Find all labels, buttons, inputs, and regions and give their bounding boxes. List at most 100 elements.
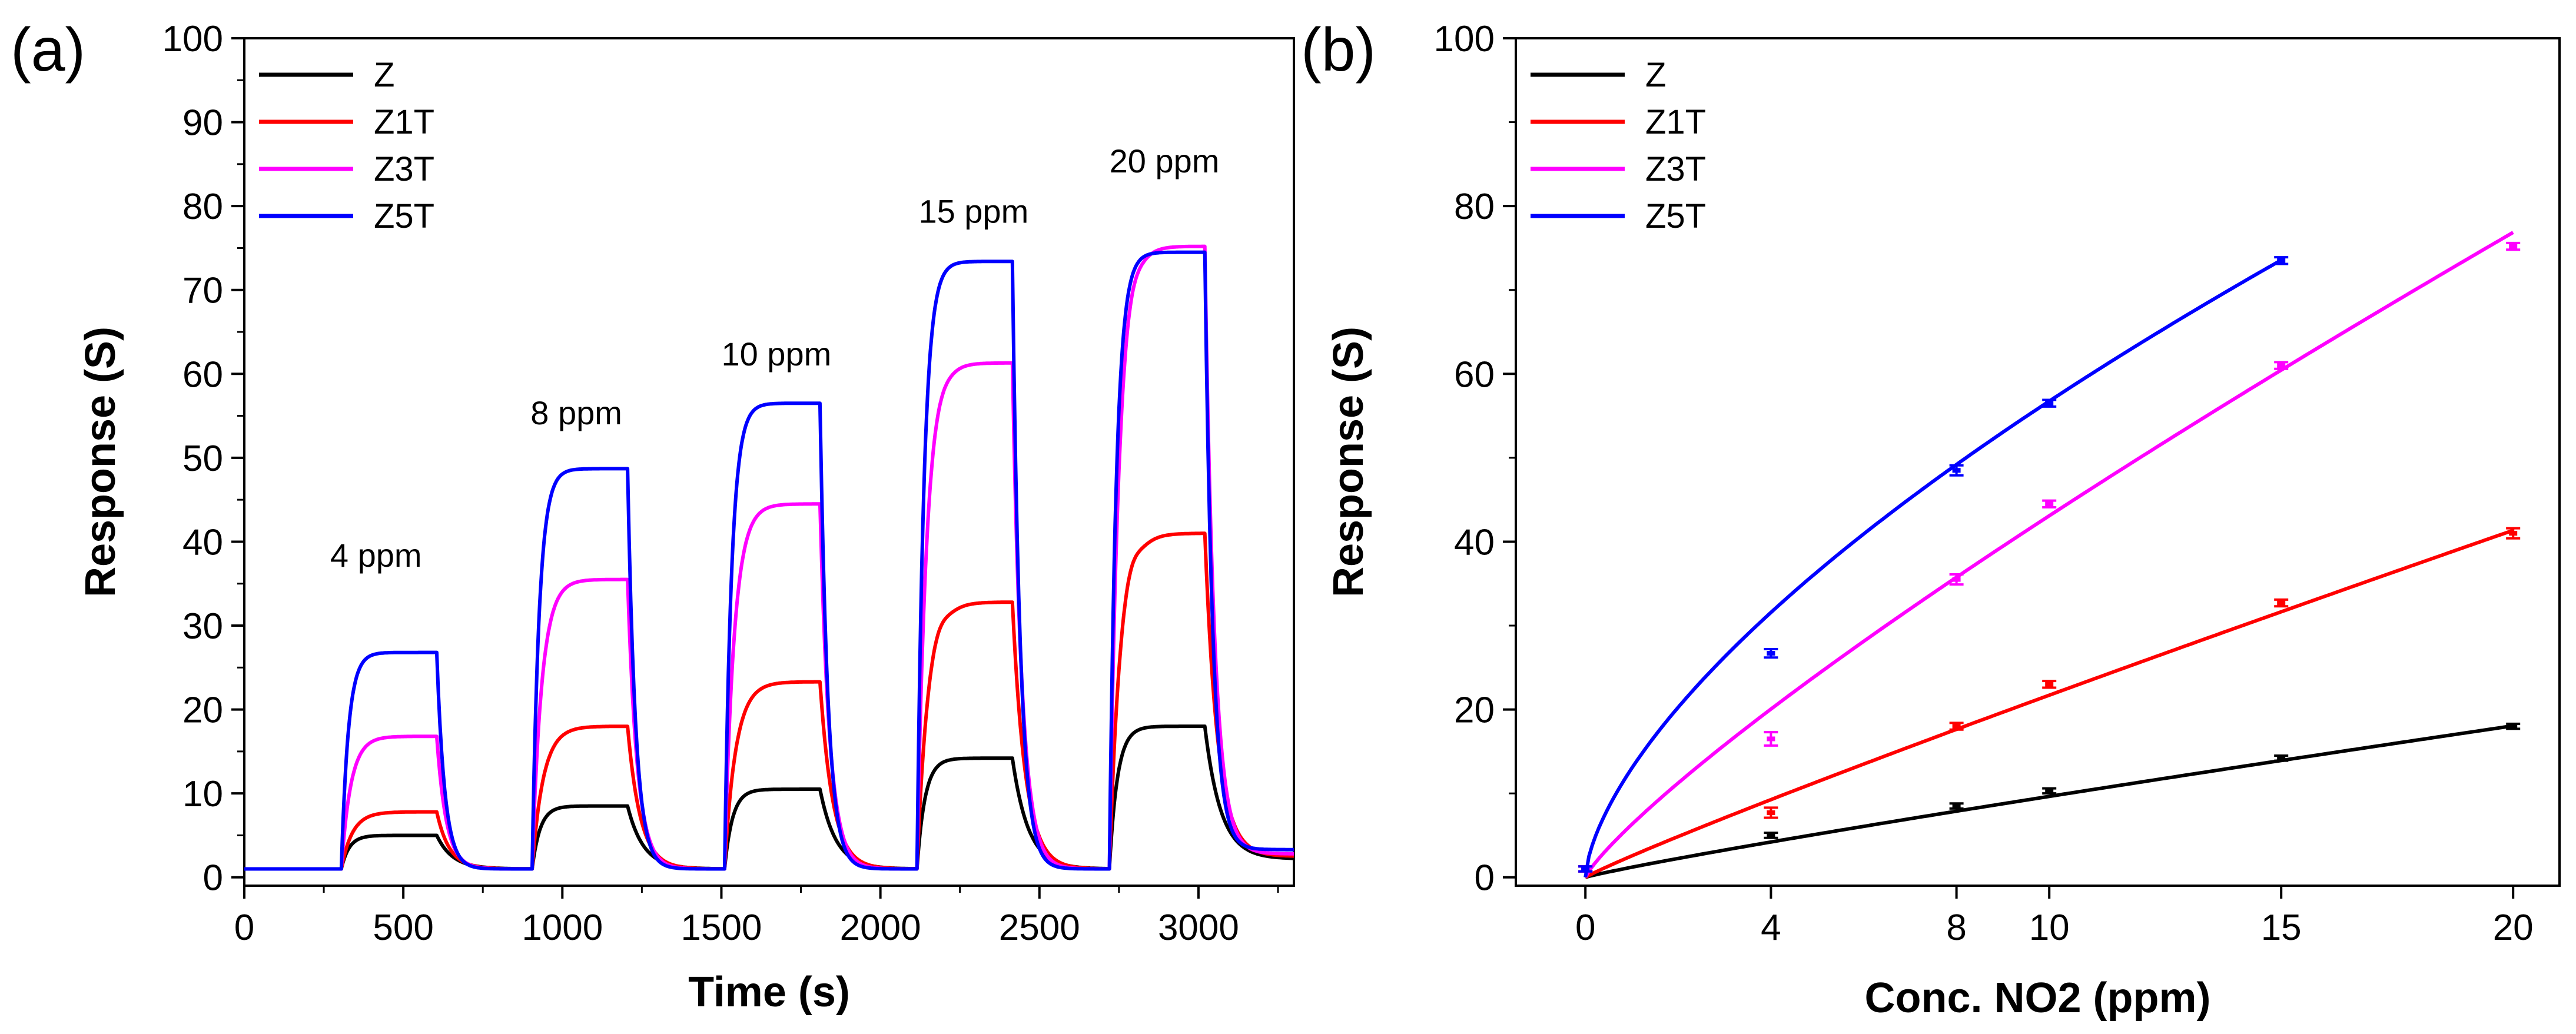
b-data-point-z5t [1949, 464, 1964, 477]
b-plot-frame [1515, 37, 2561, 887]
a-annotation-20-ppm: 20 ppm [1110, 142, 1220, 179]
a-x-tick-label-3000: 3000 [1158, 907, 1239, 948]
b-point-marker [1952, 724, 1961, 729]
b-data-point-z [2042, 787, 2057, 795]
a-x-tick-label-1000: 1000 [522, 907, 603, 948]
b-data-point-z1t [2506, 527, 2521, 540]
b-data-point-z1t [1949, 722, 1964, 731]
b-point-marker [1767, 736, 1775, 742]
b-y-tick-label-20: 20 [1454, 690, 1495, 731]
b-x-tick-label-4: 4 [1761, 907, 1781, 948]
a-annotation-4-ppm: 4 ppm [330, 537, 422, 574]
b-x-tick-label-8: 8 [1946, 907, 1966, 948]
b-point-marker [1767, 810, 1775, 815]
b-point-marker [1952, 803, 1961, 809]
b-point-marker [1581, 866, 1590, 872]
b-data-point-z [1949, 802, 1964, 810]
a-y-tick-label-40: 40 [182, 522, 223, 563]
b-x-tick-label-0: 0 [1575, 907, 1595, 948]
b-fit-line-z5t [1584, 258, 2282, 878]
a-y-tick-label-80: 80 [182, 187, 223, 227]
a-y-tick-label-50: 50 [182, 438, 223, 479]
b-data-point-z [2274, 754, 2289, 762]
b-point-marker [2045, 401, 2054, 406]
b-data-point-z5t [1764, 647, 1778, 659]
a-annotation-8-ppm: 8 ppm [530, 394, 622, 431]
b-point-marker [2045, 501, 2054, 507]
b-data-point-z5t [1578, 865, 1593, 873]
b-data-point-z5t [2042, 398, 2057, 408]
b-legend-label-z5t: Z5T [1645, 197, 1706, 235]
b-y-tick-label-0: 0 [1475, 858, 1495, 899]
panel-a-time-response: 0 500 1000 1500 2000 2500 3000 0 10 20 30 40 50 60 70 8… [11, 16, 1295, 1016]
b-x-tick-label-15: 15 [2261, 907, 2302, 948]
b-point-marker [2277, 258, 2286, 263]
b-data-point-z3t [2506, 241, 2521, 251]
b-point-marker [2045, 788, 2054, 793]
a-y-tick-label-90: 90 [182, 103, 223, 144]
b-data-point-z [2506, 722, 2521, 730]
a-legend-label-z5t: Z5T [374, 197, 434, 235]
a-series-line-z1t [244, 531, 1294, 871]
b-legend-label-z3t: Z3T [1645, 150, 1706, 188]
b-y-tick-label-80: 80 [1454, 187, 1495, 227]
a-y-axis-title: Response (S) [77, 327, 124, 597]
b-y-axis-title: Response (S) [1325, 327, 1372, 597]
b-point-marker [2509, 724, 2518, 729]
b-data-point-z1t [2042, 680, 2057, 689]
b-point-marker [1952, 577, 1961, 582]
b-point-marker [2509, 531, 2518, 536]
panel-b-concentration-response: 0 4 8 10 15 20 0 20 40 60 80 100 Conc. NO2 (ppm) Resp… [1301, 16, 2561, 1022]
b-data-point-z3t [1764, 731, 1778, 747]
b-fit-line-z1t [1584, 528, 2514, 879]
a-series-line-z5t [244, 250, 1294, 871]
b-point-marker [1767, 833, 1775, 838]
b-legend-label-z: Z [1645, 56, 1666, 94]
a-panel-label: (a) [11, 16, 85, 84]
a-legend-label-z3t: Z3T [374, 150, 434, 188]
a-series-line-z3t [244, 244, 1294, 871]
a-y-tick-label-100: 100 [162, 19, 223, 59]
a-y-tick-label-60: 60 [182, 354, 223, 395]
a-annotation-15-ppm: 15 ppm [918, 193, 1028, 230]
b-data-point-z [1764, 832, 1778, 839]
a-y-tick-label-70: 70 [182, 271, 223, 311]
a-legend-label-z: Z [374, 56, 394, 94]
b-point-marker [1952, 468, 1961, 473]
a-annotation-10-ppm: 10 ppm [721, 335, 831, 373]
a-x-tick-label-2500: 2500 [999, 907, 1080, 948]
b-point-marker [2045, 681, 2054, 687]
b-y-tick-label-40: 40 [1454, 522, 1495, 563]
a-x-tick-label-1500: 1500 [680, 907, 762, 948]
a-x-axis-title: Time (s) [688, 969, 850, 1016]
b-data-point-z3t [2274, 361, 2289, 370]
a-y-tick-label-10: 10 [182, 774, 223, 814]
b-data-point-z3t [1949, 573, 1964, 586]
b-point-marker [2277, 756, 2286, 761]
b-y-tick-label-100: 100 [1434, 19, 1495, 59]
b-point-marker [1767, 651, 1775, 656]
a-x-tick-label-0: 0 [234, 907, 254, 948]
a-x-tick-label-2000: 2000 [840, 907, 921, 948]
b-data-point-z1t [1764, 806, 1778, 819]
b-data-point-z1t [2274, 598, 2289, 608]
b-data-point-z5t [2274, 256, 2289, 265]
b-panel-label: (b) [1301, 16, 1376, 84]
b-point-marker [2509, 244, 2518, 249]
a-y-tick-label-30: 30 [182, 606, 223, 647]
b-legend-label-z1t: Z1T [1645, 103, 1706, 141]
b-y-tick-label-60: 60 [1454, 354, 1495, 395]
a-y-tick-label-20: 20 [182, 690, 223, 731]
b-point-marker [2277, 363, 2286, 368]
a-legend-label-z1t: Z1T [374, 103, 434, 141]
b-x-tick-label-20: 20 [2493, 907, 2534, 948]
b-data-point-z3t [2042, 499, 2057, 508]
a-x-tick-label-500: 500 [373, 907, 433, 948]
b-fit-line-z [1585, 724, 2514, 879]
a-y-tick-label-0: 0 [203, 858, 223, 899]
b-point-marker [2277, 600, 2286, 606]
b-x-axis-title: Conc. NO2 (ppm) [1865, 975, 2211, 1022]
a-plot-frame [243, 37, 1295, 887]
a-series-line-z [244, 724, 1294, 871]
